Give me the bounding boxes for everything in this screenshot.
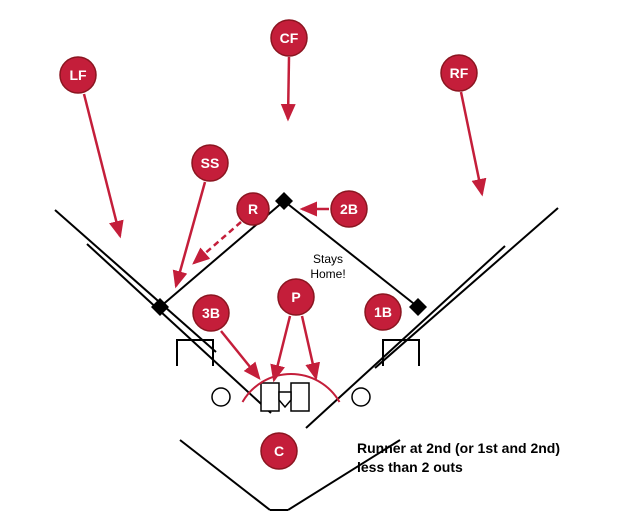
- position-CF: CF: [271, 20, 307, 56]
- svg-text:R: R: [248, 201, 258, 217]
- ondeck-circle: [352, 388, 370, 406]
- baseball-diagram: LF CF RF SS R 2B 3B P 1B C StaysHome! Runner at 2nd…: [0, 0, 640, 520]
- caption-line-2: less than 2 outs: [357, 459, 463, 475]
- position-RF: RF: [441, 55, 477, 91]
- caption-line-1: Runner at 2nd (or 1st and 2nd): [357, 440, 560, 456]
- stays-home-text: Stays: [313, 252, 343, 266]
- svg-text:3B: 3B: [202, 305, 220, 321]
- svg-text:Home!: Home!: [310, 267, 345, 281]
- position-2B: 2B: [331, 191, 367, 227]
- svg-text:RF: RF: [450, 65, 469, 81]
- batter-box: [261, 383, 279, 411]
- p-arrow2: [302, 316, 316, 378]
- position-SS: SS: [192, 145, 228, 181]
- cf-arrow: [288, 57, 289, 119]
- rf-arrow: [461, 92, 482, 194]
- svg-text:SS: SS: [201, 155, 220, 171]
- svg-text:2B: 2B: [340, 201, 358, 217]
- lf-arrow: [84, 94, 120, 236]
- position-R: R: [237, 193, 269, 225]
- svg-text:LF: LF: [69, 67, 87, 83]
- ondeck-circle: [212, 388, 230, 406]
- base-first: [409, 298, 427, 316]
- position-C: C: [261, 433, 297, 469]
- home-plate: [279, 392, 291, 407]
- svg-text:C: C: [274, 443, 284, 459]
- ss-arrow: [176, 182, 205, 286]
- svg-text:P: P: [291, 289, 300, 305]
- p-arrow1: [274, 316, 290, 380]
- position-1B: 1B: [365, 294, 401, 330]
- position-3B: 3B: [193, 295, 229, 331]
- 3b-arrow: [221, 331, 259, 378]
- position-P: P: [278, 279, 314, 315]
- svg-text:CF: CF: [280, 30, 299, 46]
- position-LF: LF: [60, 57, 96, 93]
- svg-text:1B: 1B: [374, 304, 392, 320]
- batter-box: [291, 383, 309, 411]
